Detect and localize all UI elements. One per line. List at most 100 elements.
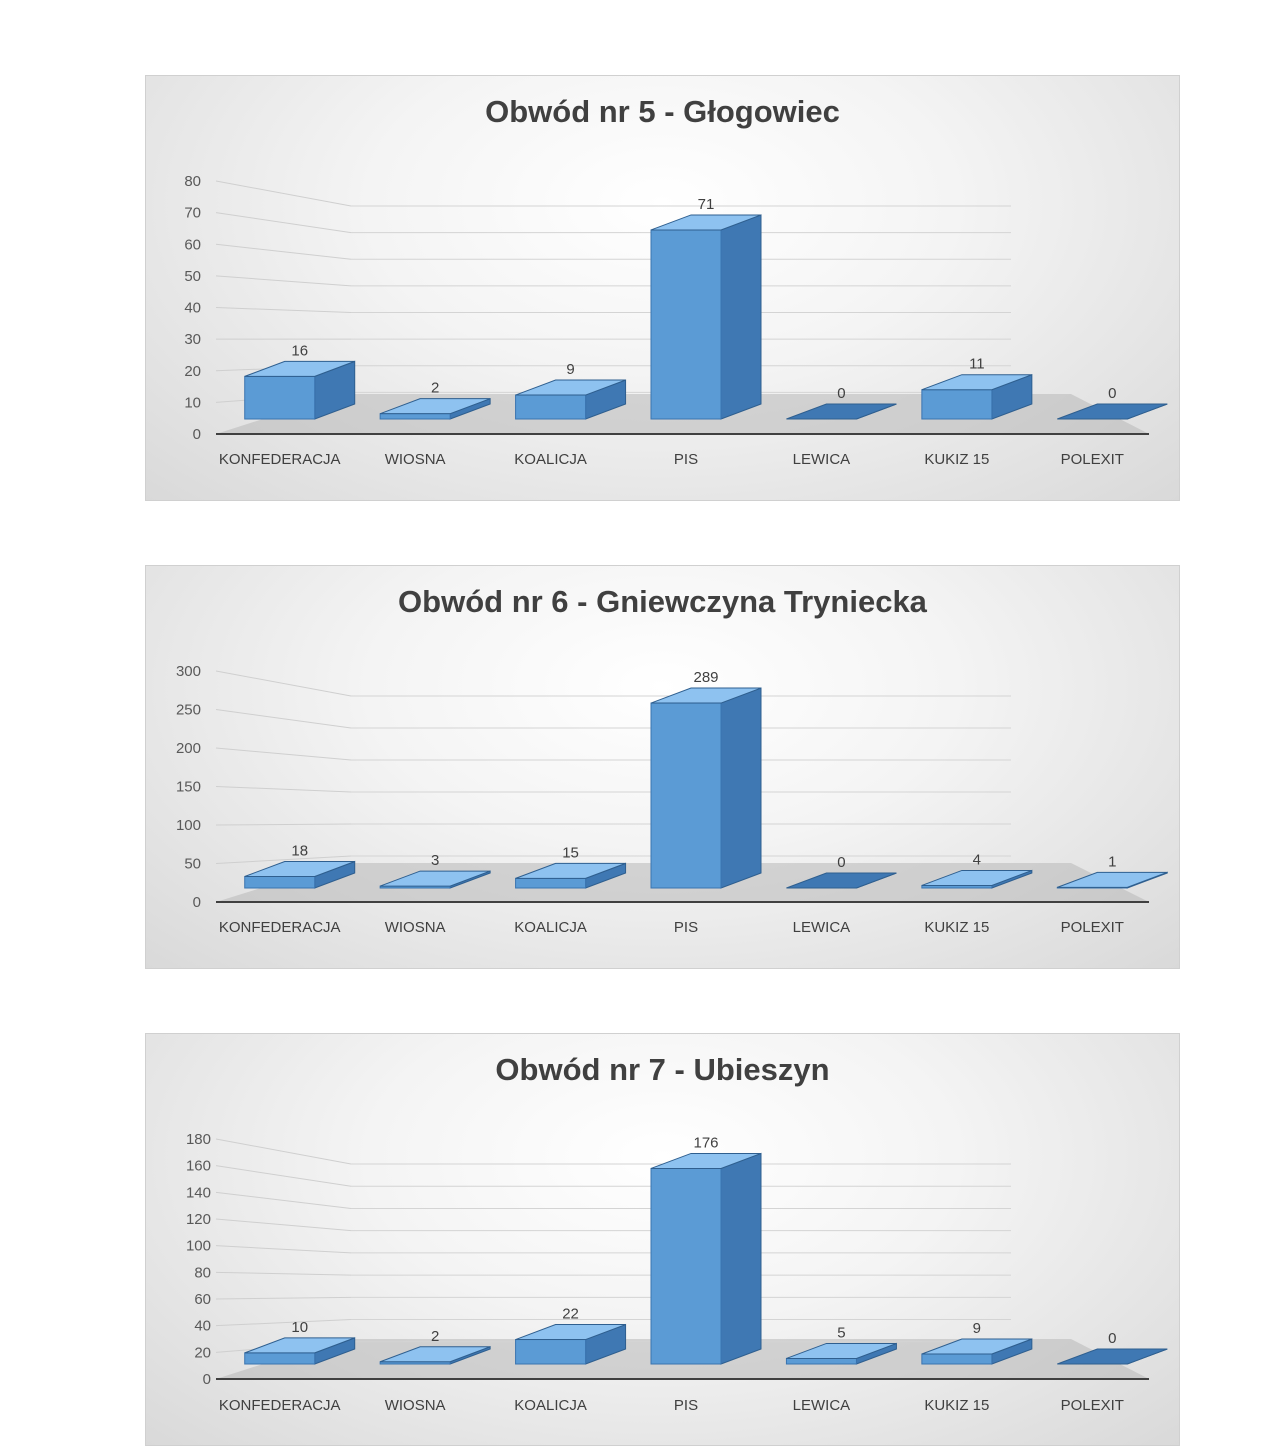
gridline-side bbox=[215, 747, 352, 761]
data-label: 3 bbox=[431, 852, 439, 869]
x-tick-label: KOALICJA bbox=[514, 451, 587, 468]
bar-koalicja bbox=[515, 379, 627, 420]
data-label: 9 bbox=[566, 361, 574, 378]
data-label: 18 bbox=[291, 842, 308, 859]
y-tick-label: 40 bbox=[184, 300, 201, 317]
bar-front bbox=[921, 389, 993, 420]
x-tick-label: WIOSNA bbox=[385, 1397, 446, 1414]
bar-top bbox=[786, 1342, 897, 1359]
bar-top bbox=[786, 403, 897, 420]
y-tick-label: 20 bbox=[194, 1344, 211, 1361]
bar-top bbox=[921, 1338, 1033, 1355]
bar-top bbox=[515, 379, 626, 396]
bar-top bbox=[650, 687, 762, 704]
x-tick-label: LEWICA bbox=[793, 1397, 851, 1414]
bar-top bbox=[244, 860, 355, 877]
data-label: 10 bbox=[291, 1319, 308, 1336]
gridline-side bbox=[215, 243, 352, 260]
y-tick-label: 80 bbox=[184, 173, 201, 190]
x-tick-label: KUKIZ 15 bbox=[924, 451, 989, 468]
bar-top bbox=[650, 214, 762, 231]
y-tick-label: 30 bbox=[184, 331, 201, 348]
bar-front bbox=[650, 1167, 722, 1365]
y-tick-label: 300 bbox=[176, 663, 201, 680]
x-tick-label: POLEXIT bbox=[1061, 451, 1124, 468]
data-label: 5 bbox=[837, 1324, 845, 1341]
bar-wiosna bbox=[379, 1346, 491, 1365]
bar-koalicja bbox=[515, 862, 627, 889]
y-tick-label: 10 bbox=[184, 394, 201, 411]
bar-front bbox=[244, 375, 316, 420]
x-tick-label: LEWICA bbox=[793, 919, 851, 936]
bar-top bbox=[786, 872, 897, 889]
bar-front bbox=[785, 1357, 857, 1365]
y-tick-label: 40 bbox=[194, 1318, 211, 1335]
data-label: 9 bbox=[973, 1320, 981, 1337]
gridline-side bbox=[215, 1245, 352, 1254]
y-tick-label: 70 bbox=[184, 205, 201, 222]
x-tick-label: PIS bbox=[674, 451, 698, 468]
bar-front bbox=[650, 229, 722, 420]
x-tick-label: KUKIZ 15 bbox=[924, 1397, 989, 1414]
bar-top bbox=[515, 1324, 626, 1341]
bar-lewica bbox=[786, 872, 897, 889]
bar-side bbox=[720, 687, 762, 889]
x-tick-label: WIOSNA bbox=[385, 451, 446, 468]
x-tick-label: POLEXIT bbox=[1061, 1397, 1124, 1414]
bar-top bbox=[650, 1152, 762, 1169]
gridline-side bbox=[215, 1218, 352, 1232]
y-tick-label: 150 bbox=[176, 779, 201, 796]
data-label: 2 bbox=[431, 1328, 439, 1345]
y-tick-label: 60 bbox=[184, 236, 201, 253]
bar-polexit bbox=[1057, 403, 1168, 420]
bar-polexit bbox=[1056, 871, 1168, 889]
gridline-side bbox=[215, 786, 352, 793]
data-label: 1 bbox=[1108, 853, 1116, 870]
data-label: 4 bbox=[973, 851, 981, 868]
bar-front bbox=[650, 702, 722, 889]
bar-pis bbox=[650, 214, 762, 420]
bar-top bbox=[379, 398, 491, 415]
y-tick-label: 250 bbox=[176, 702, 201, 719]
gridline-side bbox=[215, 709, 352, 729]
bar-top bbox=[921, 869, 1033, 886]
y-tick-label: 180 bbox=[186, 1131, 211, 1148]
data-label: 15 bbox=[562, 844, 579, 861]
data-label: 2 bbox=[431, 380, 439, 397]
x-tick-label: KOALICJA bbox=[514, 1397, 587, 1414]
bar-top bbox=[1057, 403, 1168, 420]
x-tick-label: KONFEDERACJA bbox=[219, 451, 341, 468]
data-label: 0 bbox=[837, 385, 845, 402]
bar-wiosna bbox=[379, 397, 491, 420]
y-tick-label: 20 bbox=[184, 363, 201, 380]
data-label: 0 bbox=[1108, 1330, 1116, 1347]
x-tick-label: KONFEDERACJA bbox=[219, 1397, 341, 1414]
data-label: 22 bbox=[562, 1306, 579, 1323]
bar-polexit bbox=[1057, 1348, 1168, 1365]
bar-chart-3d: 05010015020025030018KONFEDERACJA3WIOSNA1… bbox=[176, 663, 1168, 936]
bar-top bbox=[1057, 871, 1168, 888]
bar-side bbox=[720, 1152, 762, 1365]
y-tick-label: 100 bbox=[176, 817, 201, 834]
bar-front bbox=[515, 394, 587, 420]
x-tick-label: KONFEDERACJA bbox=[219, 919, 341, 936]
gridline-side bbox=[215, 855, 352, 864]
bar-koalicja bbox=[515, 1323, 627, 1365]
gridline-side bbox=[215, 180, 352, 207]
bar-pis bbox=[650, 687, 762, 889]
data-label: 0 bbox=[1108, 385, 1116, 402]
bar-top bbox=[379, 1346, 491, 1363]
chart-panel-obwod-5: Obwód nr 5 - Głogowiec 0 10 20 30 40 50 60 70 80… bbox=[145, 75, 1180, 501]
y-tick-label: 120 bbox=[186, 1211, 211, 1228]
bar-konfederacja bbox=[244, 1337, 356, 1365]
x-tick-label: WIOSNA bbox=[385, 919, 446, 936]
gridline-side bbox=[215, 212, 352, 234]
bar-front bbox=[244, 875, 316, 889]
data-label: 71 bbox=[698, 196, 715, 213]
x-tick-label: POLEXIT bbox=[1061, 919, 1124, 936]
y-tick-label: 140 bbox=[186, 1184, 211, 1201]
y-tick-label: 160 bbox=[186, 1158, 211, 1175]
x-tick-label: KUKIZ 15 bbox=[924, 919, 989, 936]
bar-front bbox=[515, 1339, 587, 1365]
bar-kukiz-15 bbox=[921, 869, 1033, 889]
